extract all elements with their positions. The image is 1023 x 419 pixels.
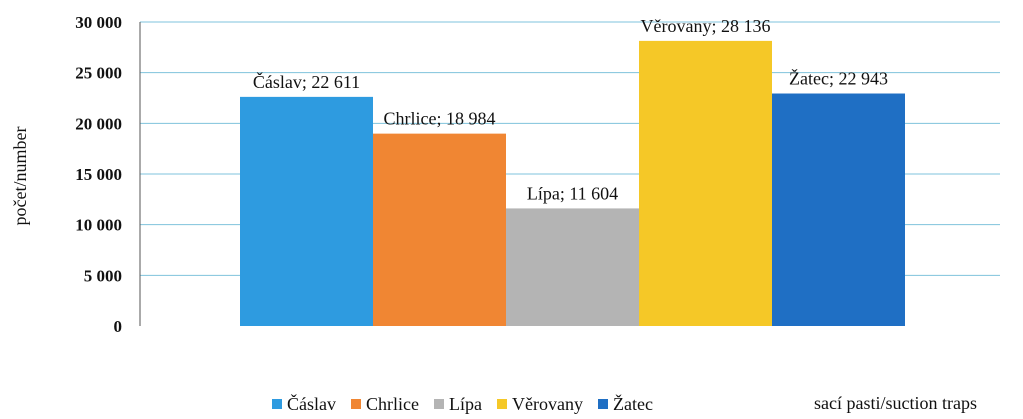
legend-swatch: [597, 399, 608, 409]
legend-swatch: [496, 399, 507, 409]
legend-item: Chrlice: [351, 394, 419, 415]
y-tick-label: 5 000: [84, 266, 122, 285]
bar: [240, 96, 373, 326]
y-axis-label: počet/number: [10, 127, 30, 226]
data-labels: Čáslav; 22 611 Chrlice; 18 984 Lípa; 11 60…: [253, 16, 888, 204]
bar: [772, 93, 905, 327]
legend-label: Čáslav: [287, 393, 336, 414]
legend-item: Lípa: [433, 393, 482, 415]
legend-item: Věrovany: [496, 393, 583, 415]
bar: [373, 133, 506, 326]
y-tick-label: 15 000: [75, 165, 122, 184]
y-tick-labels: 0 5 000 10 000 15 000 20 000 25 000 30 000: [75, 13, 122, 336]
bar: [506, 208, 639, 326]
y-tick-label: 0: [114, 317, 123, 336]
legend-label: Chrlice: [366, 393, 419, 414]
legend-item: Žatec: [597, 393, 653, 415]
legend: Čáslav Chrlice Lípa Věrovany Žatec: [272, 392, 668, 416]
data-label: Věrovany; 28 136: [641, 16, 771, 36]
legend-swatch: [272, 399, 282, 409]
data-label: Lípa; 11 604: [527, 183, 618, 203]
y-tick-label: 10 000: [75, 216, 122, 235]
legend-item: Čáslav: [272, 394, 336, 415]
legend-title: sací pasti/suction traps: [814, 393, 977, 413]
bars: [240, 40, 905, 327]
data-label: Chrlice; 18 984: [384, 109, 496, 129]
data-label: Žatec; 22 943: [789, 68, 888, 89]
bar: [639, 40, 772, 326]
y-tick-label: 20 000: [75, 114, 122, 133]
legend-label: Věrovany: [511, 393, 583, 414]
legend-swatch: [351, 399, 361, 409]
y-tick-label: 30 000: [75, 13, 122, 32]
y-tick-label: 25 000: [75, 64, 122, 83]
legend-label: Žatec: [612, 393, 653, 414]
legend-label: Lípa: [448, 393, 482, 414]
data-label: Čáslav; 22 611: [253, 71, 360, 92]
legend-swatch: [433, 399, 444, 409]
